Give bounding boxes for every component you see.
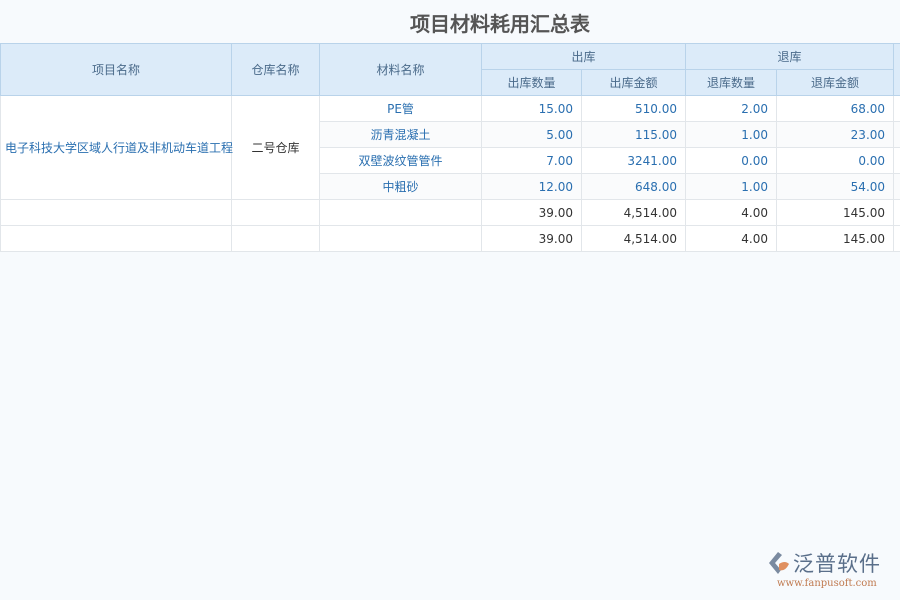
out-amount-cell: 648.00	[580, 173, 687, 200]
page-title: 项目材料耗用汇总表	[410, 12, 590, 36]
extra-cell	[893, 225, 900, 252]
header-return-amount[interactable]: 退库金额	[776, 69, 895, 96]
table-row: 电子科技大学区域人行道及非机动车道工程 二号仓库 PE管 15.00 510.0…	[0, 95, 900, 200]
header-extra	[893, 43, 900, 96]
extra-cell	[893, 199, 900, 226]
out-amount-cell: 115.00	[580, 121, 687, 148]
subtotal-return-qty: 4.00	[685, 199, 778, 226]
header-material[interactable]: 材料名称	[319, 43, 482, 96]
return-qty-cell: 0.00	[685, 147, 778, 174]
empty-cell	[231, 225, 320, 252]
header-return-qty[interactable]: 退库数量	[685, 69, 778, 96]
empty-cell	[231, 199, 320, 226]
header-out-amount[interactable]: 出库金额	[580, 69, 687, 96]
empty-cell	[0, 199, 232, 226]
logo-url: www.fanpusoft.com	[777, 578, 877, 589]
fanpu-logo: 泛普软件 www.fanpusoft.com	[765, 548, 890, 594]
table-row: 中粗砂 12.00 648.00 1.00 54.00	[1, 173, 900, 200]
material-cell[interactable]: PE管	[319, 95, 482, 122]
total-row: 39.00 4,514.00 4.00 145.00	[0, 225, 900, 252]
subtotal-out-qty: 39.00	[481, 199, 582, 226]
out-amount-cell: 510.00	[580, 95, 687, 122]
total-out-qty: 39.00	[481, 225, 582, 252]
empty-cell	[319, 225, 482, 252]
empty-cell	[319, 199, 482, 226]
header-warehouse[interactable]: 仓库名称	[231, 43, 320, 96]
return-qty-cell: 2.00	[685, 95, 778, 122]
logo-icon	[769, 552, 789, 574]
header-out-group: 出库	[480, 43, 687, 70]
return-amount-cell: 0.00	[776, 147, 895, 174]
subtotal-out-amount: 4,514.00	[580, 199, 687, 226]
out-qty-cell: 12.00	[481, 173, 582, 200]
total-out-amount: 4,514.00	[580, 225, 687, 252]
return-qty-cell: 1.00	[685, 121, 778, 148]
header-return-group: 退库	[685, 43, 895, 70]
out-qty-cell: 15.00	[481, 95, 582, 122]
header-out-qty[interactable]: 出库数量	[481, 69, 582, 96]
extra-cell	[893, 147, 900, 174]
logo-brand: 泛普软件	[793, 552, 881, 576]
table-row: 双壁波纹管管件 7.00 3241.00 0.00 0.00	[1, 147, 900, 174]
total-return-qty: 4.00	[685, 225, 778, 252]
extra-cell	[893, 95, 900, 122]
summary-table: 项目名称 仓库名称 材料名称 出库 退库 出库数量 出库金额 退库数量 退库金额…	[0, 43, 900, 252]
return-amount-cell: 68.00	[776, 95, 895, 122]
return-amount-cell: 23.00	[776, 121, 895, 148]
out-qty-cell: 5.00	[481, 121, 582, 148]
return-amount-cell: 54.00	[776, 173, 895, 200]
empty-cell	[0, 225, 232, 252]
table-row: 沥青混凝土 5.00 115.00 1.00 23.00	[1, 121, 900, 148]
total-return-amount: 145.00	[776, 225, 895, 252]
warehouse-cell: 二号仓库	[231, 95, 320, 200]
subtotal-return-amount: 145.00	[776, 199, 895, 226]
extra-cell	[893, 121, 900, 148]
out-qty-cell: 7.00	[481, 147, 582, 174]
header-project[interactable]: 项目名称	[0, 43, 232, 96]
extra-cell	[893, 173, 900, 200]
material-cell[interactable]: 沥青混凝土	[319, 121, 482, 148]
out-amount-cell: 3241.00	[580, 147, 687, 174]
project-cell[interactable]: 电子科技大学区域人行道及非机动车道工程	[0, 95, 233, 200]
return-qty-cell: 1.00	[685, 173, 778, 200]
material-cell[interactable]: 中粗砂	[319, 173, 482, 200]
subtotal-row: 39.00 4,514.00 4.00 145.00	[0, 199, 900, 226]
material-cell[interactable]: 双壁波纹管管件	[319, 147, 482, 174]
